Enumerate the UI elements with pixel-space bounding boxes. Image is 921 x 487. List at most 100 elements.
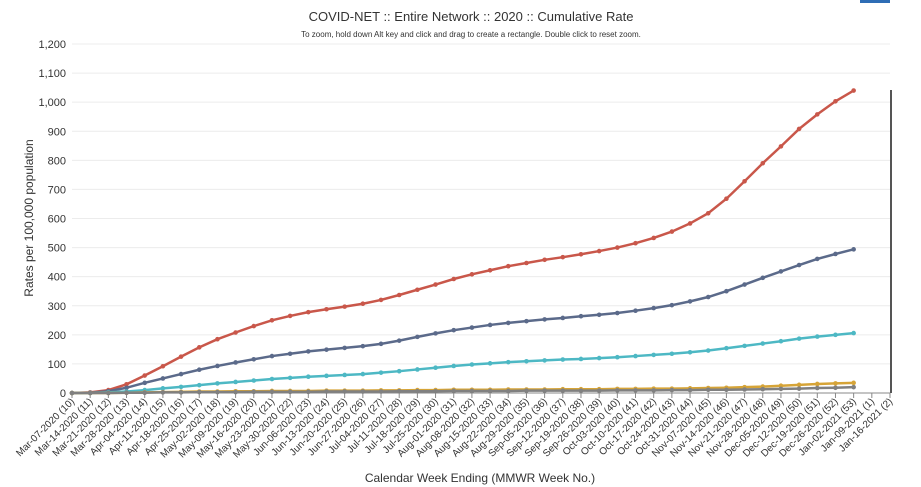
point (669, 229, 675, 234)
point (287, 351, 293, 357)
point (560, 315, 566, 321)
series-line (72, 385, 854, 395)
point (596, 248, 602, 254)
point (542, 358, 547, 363)
point (796, 382, 802, 388)
point (760, 160, 766, 166)
point (778, 269, 784, 274)
y-tick-label: 100 (48, 359, 66, 371)
point (524, 318, 529, 324)
series-line (71, 248, 854, 395)
point (415, 334, 420, 340)
button-fragment[interactable] (860, 0, 890, 3)
point (596, 355, 602, 361)
point (178, 384, 184, 390)
point (833, 332, 838, 338)
point (742, 282, 747, 287)
point (687, 387, 693, 393)
point (378, 297, 384, 303)
point (215, 389, 220, 395)
x-axis-label: Calendar Week Ending (MMWR Week No.) (365, 471, 595, 485)
point (378, 341, 384, 347)
point (251, 323, 257, 329)
point (196, 345, 202, 350)
point (396, 292, 402, 298)
point (578, 388, 584, 393)
point (760, 386, 766, 392)
point (178, 390, 184, 395)
point (542, 257, 547, 263)
point (360, 371, 366, 377)
point (651, 352, 656, 358)
point (415, 388, 420, 394)
point (215, 336, 220, 342)
point (705, 210, 711, 216)
point (324, 389, 329, 394)
point (433, 282, 438, 287)
point (196, 382, 202, 388)
point (505, 388, 511, 394)
point (233, 360, 238, 365)
point (687, 299, 693, 304)
y-tick-label: 900 (48, 126, 66, 138)
point (233, 379, 238, 385)
point (560, 357, 566, 362)
point (705, 348, 711, 353)
point (687, 221, 693, 226)
point (142, 380, 148, 386)
point (287, 375, 293, 381)
point (633, 308, 638, 313)
point (524, 388, 529, 393)
point (342, 304, 347, 309)
point (415, 367, 420, 372)
point (833, 251, 838, 257)
point (324, 347, 329, 352)
point (233, 389, 238, 395)
point (851, 384, 856, 390)
y-tick-label: 1,000 (38, 97, 66, 109)
point (651, 305, 656, 311)
point (796, 386, 802, 391)
point (196, 367, 202, 373)
series-line (72, 331, 854, 395)
point (542, 317, 547, 322)
y-tick-label: 0 (60, 388, 66, 400)
point (814, 385, 820, 391)
point (160, 386, 166, 391)
point (814, 112, 820, 117)
y-tick-label: 400 (48, 272, 66, 284)
point (633, 388, 638, 393)
point (596, 312, 602, 318)
point (396, 368, 402, 374)
point (378, 389, 384, 394)
y-tick-label: 500 (48, 243, 66, 255)
point (796, 126, 802, 132)
point (596, 388, 602, 393)
y-tick-label: 1,100 (38, 68, 66, 80)
point (142, 390, 148, 396)
point (615, 310, 620, 316)
y-tick-label: 800 (48, 155, 66, 167)
point (87, 390, 93, 396)
point (469, 388, 475, 394)
point (578, 251, 584, 257)
point (251, 389, 257, 395)
point (269, 376, 275, 382)
point (415, 287, 420, 293)
point (487, 322, 493, 328)
point (269, 317, 275, 323)
point (433, 388, 438, 394)
point (669, 387, 675, 393)
point (360, 389, 366, 394)
point (342, 389, 347, 394)
point (451, 388, 457, 394)
point (633, 353, 638, 359)
y-tick-label: 1,200 (38, 39, 66, 51)
point (124, 381, 129, 387)
y-axis-label: Rates per 100,000 population (22, 139, 36, 296)
point (269, 353, 275, 359)
point (178, 354, 184, 359)
point (69, 390, 75, 396)
y-tick-label: 700 (48, 184, 66, 196)
chart-title: COVID-NET :: Entire Network :: 2020 :: C… (309, 9, 634, 24)
